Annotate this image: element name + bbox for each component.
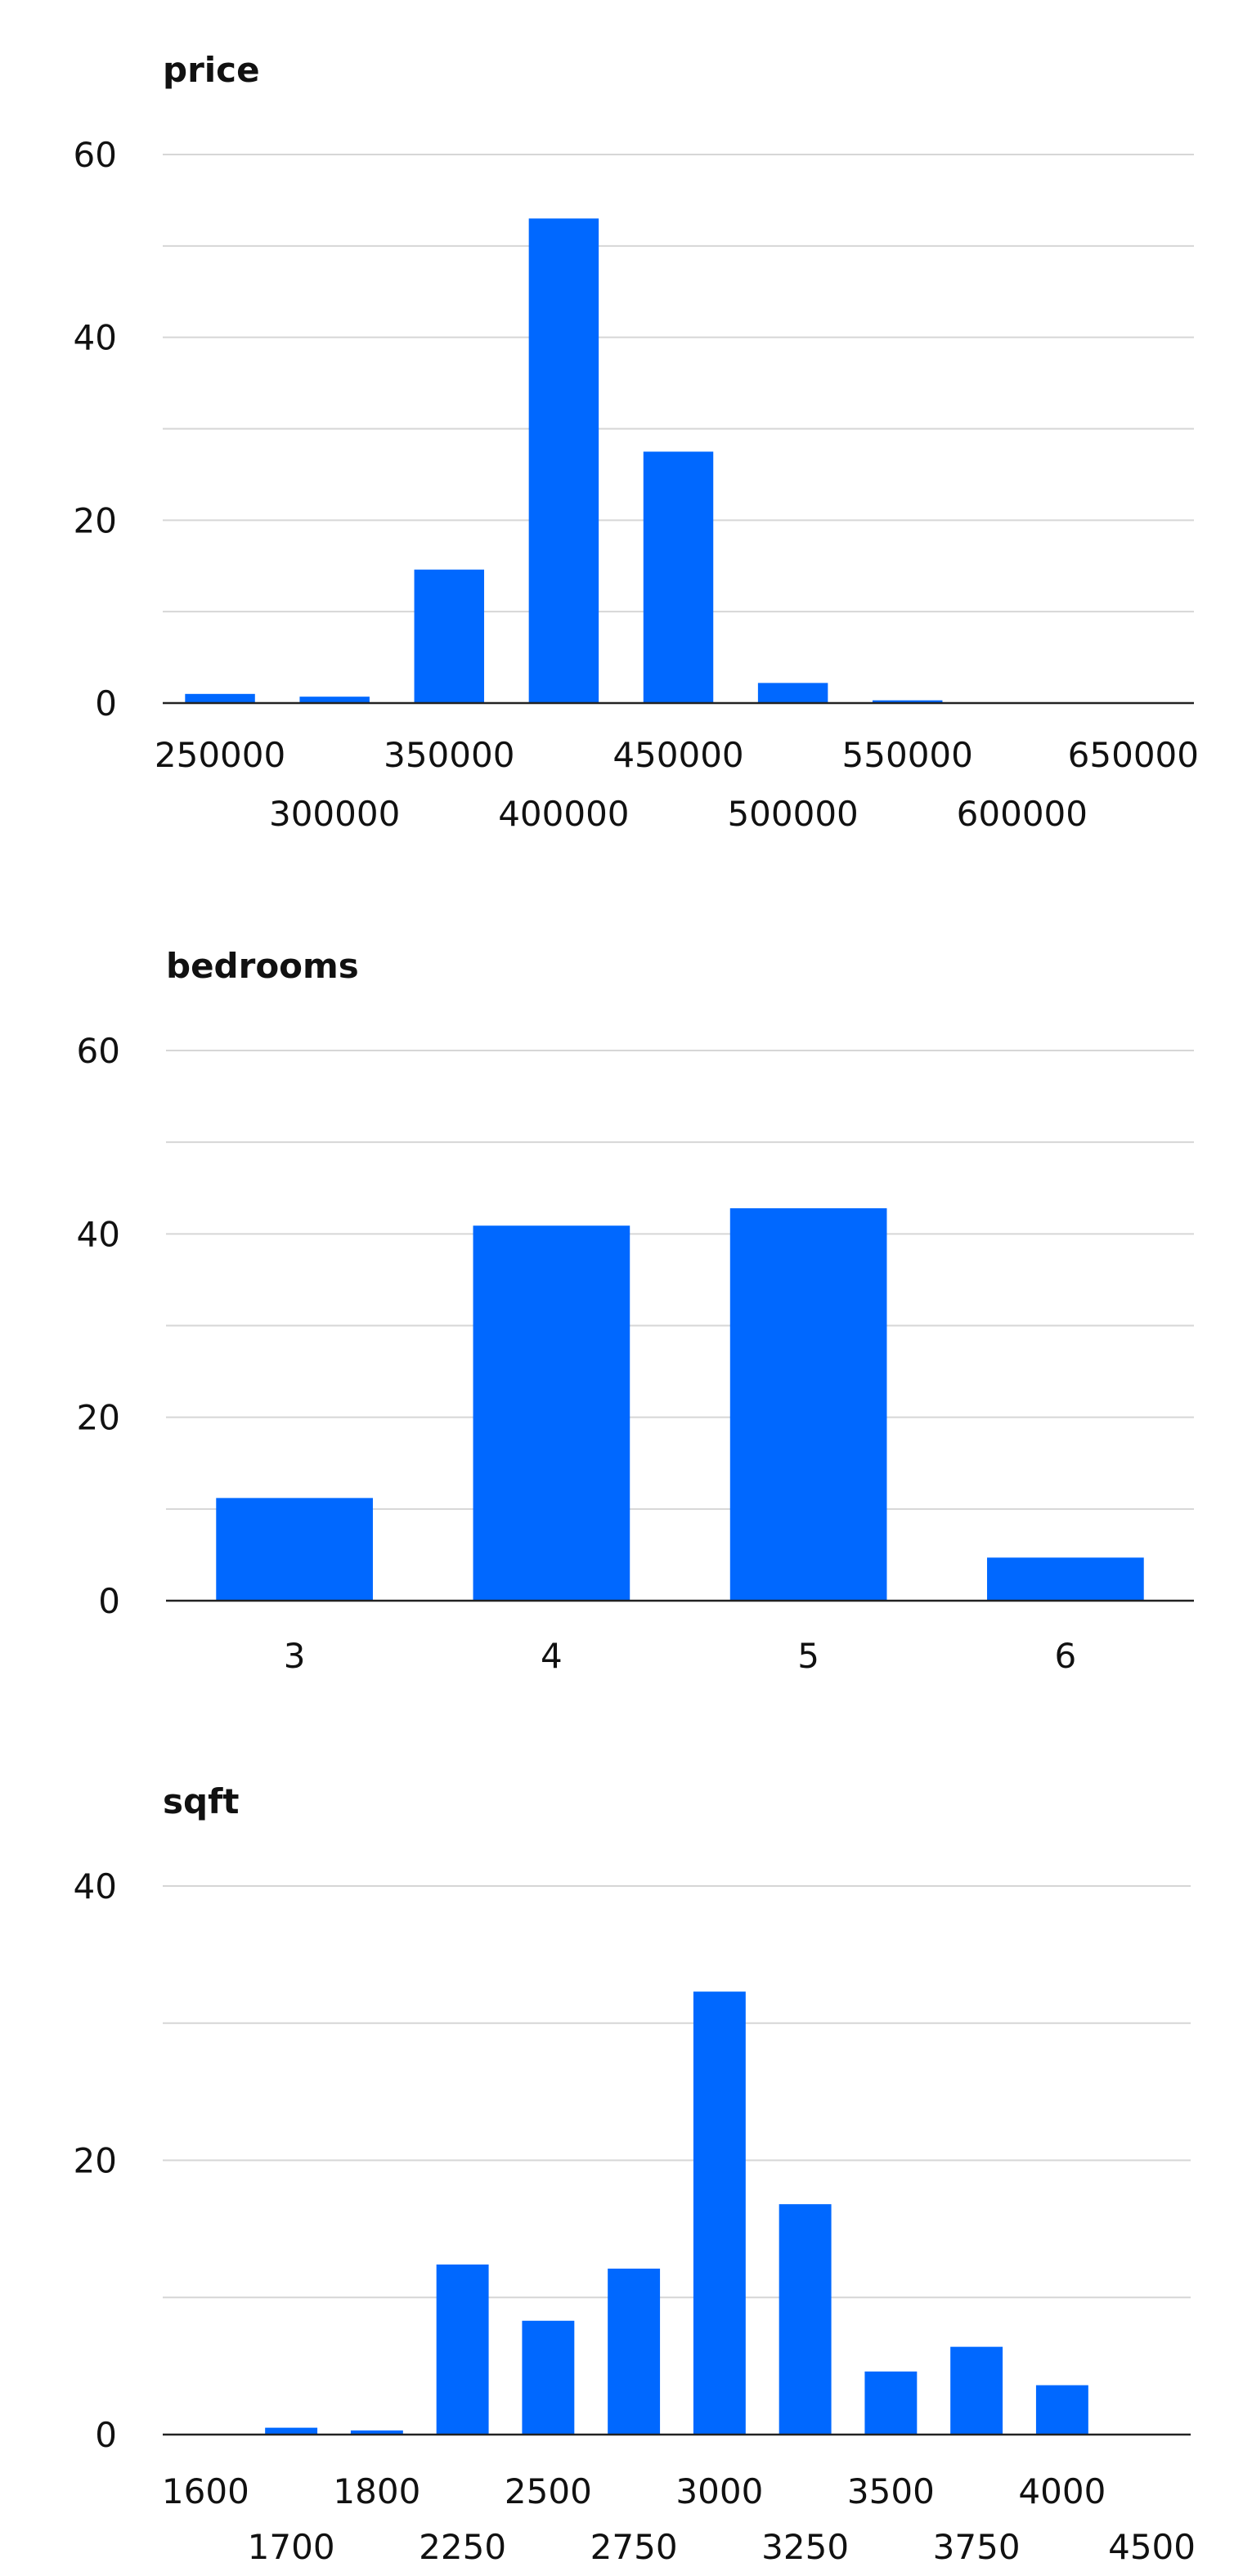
chart-title: price	[163, 50, 260, 90]
bar-300000	[299, 697, 370, 703]
x-tick-label: 4	[541, 1636, 563, 1676]
y-tick-label: 60	[74, 135, 117, 175]
y-tick-label: 20	[77, 1398, 120, 1438]
x-tick-label: 3	[284, 1636, 306, 1676]
x-tick-label: 400000	[498, 794, 629, 834]
x-tick-label: 4000	[1018, 2471, 1106, 2511]
y-tick-label: 20	[74, 2141, 117, 2181]
x-tick-label: 300000	[269, 794, 400, 834]
x-tick-label: 3750	[933, 2527, 1021, 2567]
bar-5	[729, 1207, 887, 1601]
x-tick-label: 3000	[675, 2471, 763, 2511]
x-tick-label: 3500	[847, 2471, 935, 2511]
x-tick-label: 2750	[590, 2527, 678, 2567]
x-tick-label: 450000	[613, 735, 743, 775]
bar-3750	[950, 2346, 1003, 2435]
bar-4000	[1035, 2385, 1088, 2435]
x-tick-label: 600000	[957, 794, 1088, 834]
bar-400000	[528, 218, 599, 703]
y-tick-label: 40	[77, 1214, 120, 1254]
x-tick-label: 3250	[761, 2527, 849, 2567]
chart-title: bedrooms	[166, 946, 359, 986]
y-tick-label: 0	[95, 2415, 117, 2455]
y-tick-label: 0	[95, 683, 117, 724]
y-tick-label: 40	[74, 1866, 117, 1906]
bar-2500	[522, 2320, 575, 2435]
bar-6	[987, 1557, 1144, 1601]
bar-2250	[436, 2264, 489, 2435]
y-tick-label: 40	[74, 318, 117, 358]
x-tick-label: 6	[1055, 1636, 1077, 1676]
x-tick-label: 350000	[384, 735, 514, 775]
x-tick-label: 250000	[155, 735, 285, 775]
bar-3250	[779, 2204, 832, 2435]
bar-1700	[265, 2427, 318, 2435]
bar-3500	[864, 2371, 918, 2435]
x-tick-label: 650000	[1068, 735, 1199, 775]
bar-350000	[414, 569, 485, 703]
chart-title: sqft	[163, 1781, 239, 1821]
x-tick-label: 1700	[248, 2527, 335, 2567]
x-tick-label: 1600	[162, 2471, 249, 2511]
y-tick-label: 0	[98, 1581, 120, 1621]
bar-250000	[185, 693, 255, 703]
bar-500000	[757, 683, 828, 703]
x-tick-label: 550000	[842, 735, 973, 775]
bar-450000	[643, 451, 714, 703]
x-tick-label: 2250	[419, 2527, 506, 2567]
bar-1800	[350, 2430, 403, 2435]
bar-2750	[608, 2269, 661, 2435]
bar-3	[216, 1498, 373, 1601]
bar-550000	[872, 700, 943, 703]
y-tick-label: 60	[77, 1031, 120, 1071]
bar-4	[473, 1225, 630, 1601]
x-tick-label: 4500	[1108, 2527, 1196, 2567]
y-tick-label: 20	[74, 500, 117, 540]
x-tick-label: 500000	[727, 794, 858, 834]
x-tick-label: 1800	[333, 2471, 420, 2511]
bar-3000	[693, 1991, 746, 2435]
x-tick-label: 2500	[505, 2471, 592, 2511]
x-tick-label: 5	[797, 1636, 819, 1676]
